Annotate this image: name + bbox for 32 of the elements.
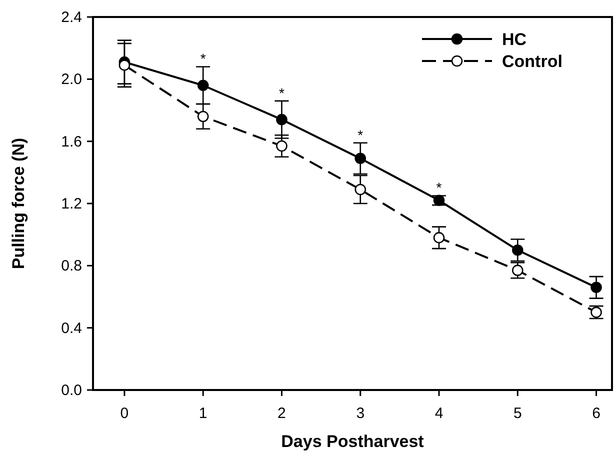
annotation: *	[279, 84, 285, 101]
point	[118, 60, 130, 71]
point	[590, 282, 602, 294]
y-tick-label: 0.4	[61, 320, 82, 337]
point	[512, 244, 524, 256]
point	[276, 140, 288, 152]
y-tick-label: 1.6	[61, 133, 82, 150]
x-tick-label: 4	[434, 405, 444, 422]
legend-label: HC	[502, 30, 527, 49]
x-tick-label: 2	[278, 405, 286, 422]
y-axis-title: Pulling force (N)	[9, 138, 28, 270]
x-tick-label: 3	[356, 405, 365, 422]
y-tick-label: 0.0	[61, 382, 82, 399]
legend-label: Control	[502, 52, 562, 71]
y-tick-label: 2.4	[61, 9, 82, 26]
x-axis-title: Days Postharvest	[281, 432, 424, 451]
annotation: *	[200, 50, 206, 67]
point	[197, 110, 209, 122]
point	[276, 114, 288, 126]
point	[433, 232, 445, 244]
x-tick-label: 5	[513, 405, 522, 422]
point	[354, 184, 366, 196]
point	[354, 152, 366, 164]
y-tick-label: 1.2	[61, 196, 82, 212]
annotation: *	[436, 180, 442, 196]
x-tick-label: 1	[198, 405, 208, 422]
point	[197, 80, 209, 92]
x-tick-label: 0	[120, 405, 129, 422]
annotation: *	[358, 126, 364, 143]
y-tick-label: 2.0	[61, 71, 82, 88]
y-tick-label: 0.8	[61, 258, 82, 275]
x-tick-label: 6	[592, 405, 600, 422]
